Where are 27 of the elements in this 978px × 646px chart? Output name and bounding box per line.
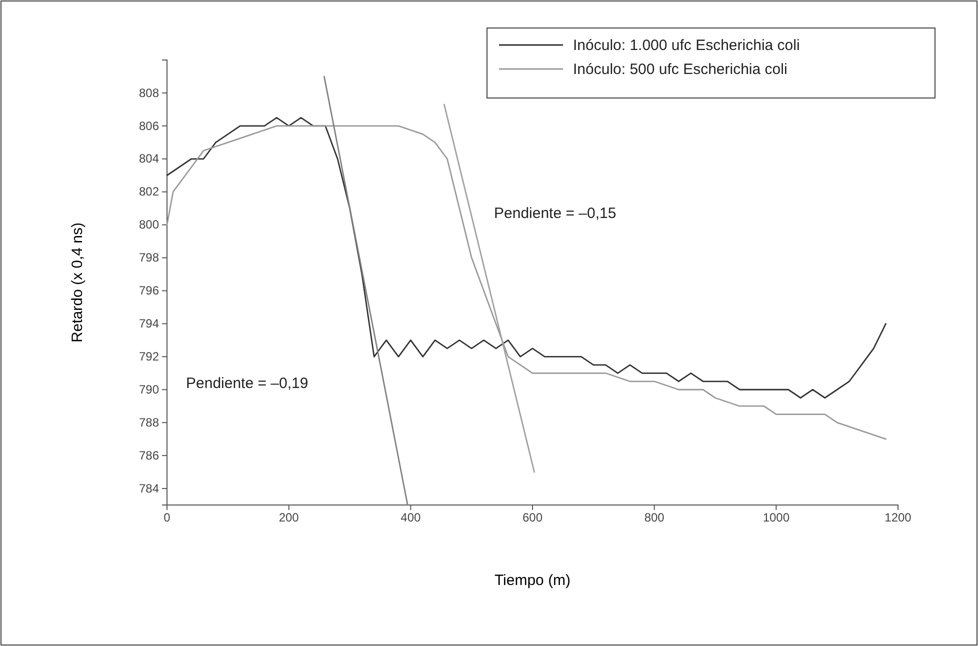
x-axis-title: Tiempo (m) [494,572,571,589]
y-tick-label: 796 [138,284,160,298]
line-series [166,116,887,399]
y-tick-label: 806 [138,118,160,133]
x-tick-label: 200 [278,510,300,525]
annotation: Pendiente = –0,19 [186,375,308,392]
y-tick-label: 788 [138,415,160,430]
legend-label: Inóculo: 1.000 ufc Escherichia coli [573,37,800,54]
x-tick-label: 1000 [762,510,790,525]
y-tick-label: 808 [138,86,160,100]
x-tick-label: 400 [400,510,421,525]
x-tick-label: 800 [644,510,665,525]
y-tick-label: 800 [138,218,160,232]
y-tick-label: 798 [138,250,160,265]
y-tick-label: 802 [138,184,160,199]
x-tick-label: 1200 [884,510,912,525]
y-tick-label: 790 [138,382,160,396]
y-tick-label: 784 [138,481,160,496]
y-tick-label: 792 [138,350,160,364]
x-tick-label: 0 [164,510,171,525]
y-axis-title: Retardo (x 0,4 ns) [69,222,86,343]
legend-label: Inóculo: 500 ufc Escherichia coli [573,61,788,78]
y-tick-label: 804 [138,152,160,166]
y-tick-label: 794 [138,316,160,331]
y-tick-label: 786 [138,448,160,462]
x-tick-label: 600 [522,510,543,525]
annotation: Pendiente = –0,15 [494,205,616,222]
